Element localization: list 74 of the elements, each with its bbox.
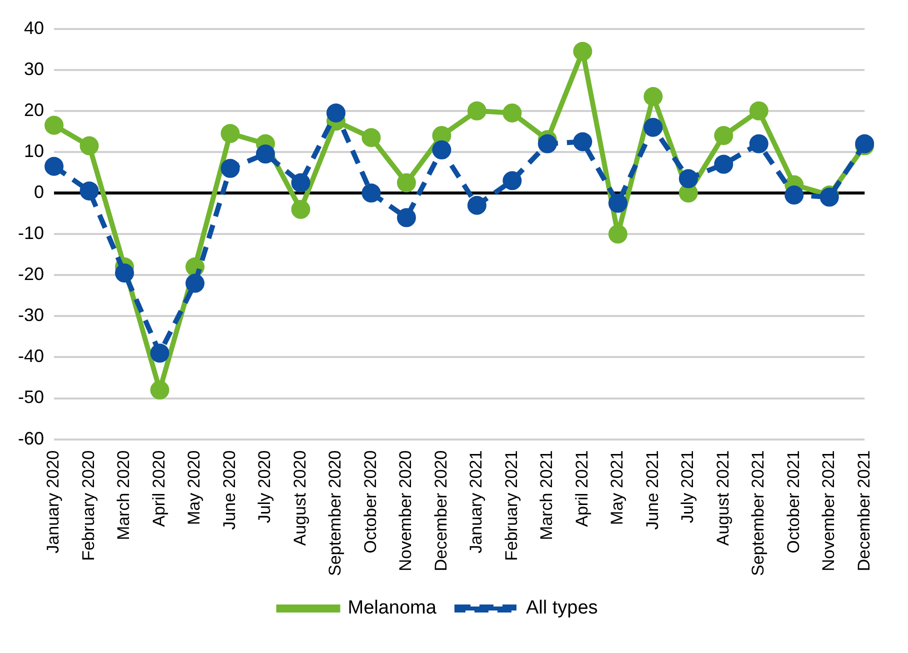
x-tick-label: January 2020 [44,450,63,554]
point [432,140,452,160]
point [608,194,628,213]
x-tick-label: April 2021 [572,450,592,527]
point [396,208,416,228]
point [644,118,663,137]
point [150,380,170,400]
point [362,184,381,202]
point [784,186,804,205]
y-tick-label: 20 [24,100,44,120]
point [678,169,698,188]
x-tick-label: December 2020 [431,450,450,572]
y-tick-label: -60 [18,428,44,448]
point [749,134,768,154]
y-tick-label: -30 [18,305,44,326]
point [714,154,734,174]
point [396,173,416,192]
x-tick-label: February 2021 [502,450,521,561]
point [291,200,310,219]
x-tick-label: January 2021 [466,450,486,554]
point [220,158,240,178]
legend-label: Melanoma [348,598,437,619]
point [678,184,698,202]
legend-label: All types [526,598,598,619]
point [573,42,592,61]
x-tick-label: September 2021 [748,450,768,576]
y-tick-label: 40 [24,18,44,38]
x-tick-label: June 2020 [220,450,239,530]
y-tick-label: -50 [18,387,44,408]
x-tick-label: December 2021 [854,450,874,572]
point [115,264,134,283]
x-tick-label: May 2020 [184,450,204,525]
x-tick-label: November 2021 [819,450,838,572]
point [220,124,240,143]
point [502,171,522,190]
point [608,224,628,244]
point [150,344,170,363]
point [467,196,486,215]
point [749,101,768,120]
point [573,132,592,152]
point [44,116,64,135]
x-tick-label: August 2021 [713,450,732,546]
y-tick-label: -20 [18,264,44,284]
point [326,103,346,122]
point [256,144,275,164]
point [714,126,734,146]
x-tick-label: July 2020 [255,450,274,524]
x-tick-label: May 2021 [608,450,627,525]
x-tick-label: March 2021 [537,450,556,540]
y-tick-label: -10 [18,223,44,244]
x-tick-label: September 2020 [326,450,345,576]
point [185,274,204,293]
point [538,134,557,154]
point [362,128,381,148]
point [467,101,486,120]
point [80,181,99,200]
x-tick-label: April 2020 [149,450,168,527]
x-tick-label: February 2020 [78,450,98,561]
point [644,87,663,106]
y-tick-label: 0 [34,182,44,202]
x-tick-label: October 2020 [360,450,380,554]
x-tick-label: November 2020 [396,450,416,572]
point [291,173,310,192]
point [80,136,99,156]
x-tick-label: August 2020 [290,450,310,546]
point [502,103,522,122]
y-tick-label: 30 [24,58,44,79]
x-tick-label: June 2021 [642,450,662,530]
x-tick-label: March 2020 [114,450,134,540]
y-tick-label: -40 [18,346,44,366]
x-tick-label: July 2021 [678,450,698,524]
point [44,156,64,176]
y-tick-label: 10 [24,140,44,161]
x-tick-label: October 2021 [784,450,803,554]
